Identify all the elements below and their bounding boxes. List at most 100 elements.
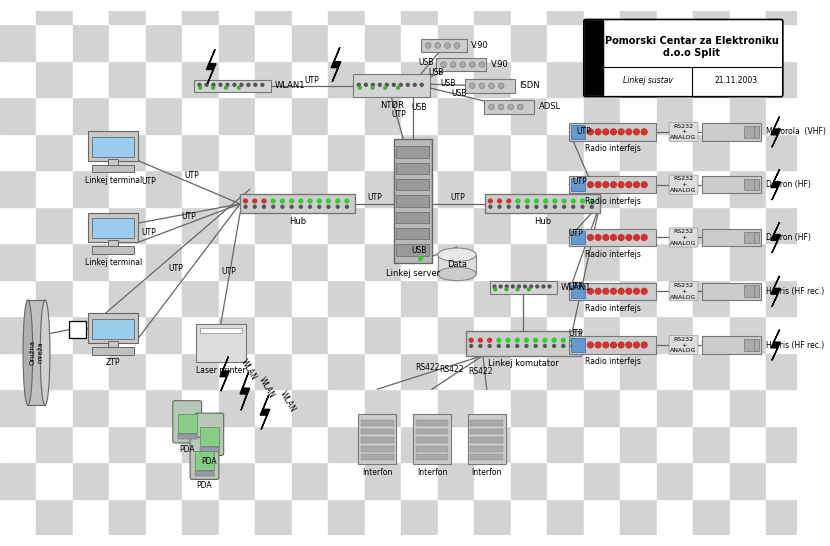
Bar bbox=[178, 414, 197, 434]
Bar bbox=[292, 426, 329, 462]
Bar bbox=[256, 0, 292, 25]
FancyBboxPatch shape bbox=[195, 413, 224, 455]
Circle shape bbox=[633, 342, 639, 348]
Circle shape bbox=[237, 86, 240, 89]
Circle shape bbox=[507, 205, 510, 208]
Bar bbox=[416, 446, 448, 452]
Bar bbox=[583, 353, 620, 389]
Bar bbox=[657, 353, 693, 389]
Bar bbox=[730, 462, 766, 498]
Bar bbox=[620, 25, 657, 61]
Text: RS422: RS422 bbox=[439, 365, 463, 375]
Bar bbox=[219, 25, 256, 61]
Text: RS422: RS422 bbox=[468, 367, 492, 376]
Bar bbox=[437, 389, 474, 426]
Bar bbox=[510, 61, 547, 97]
Text: UTP: UTP bbox=[367, 193, 382, 201]
Circle shape bbox=[493, 285, 496, 288]
Circle shape bbox=[460, 62, 466, 68]
Bar bbox=[730, 207, 766, 243]
Circle shape bbox=[327, 205, 330, 208]
Bar bbox=[401, 25, 437, 61]
Circle shape bbox=[642, 129, 647, 135]
Bar bbox=[146, 97, 183, 134]
Bar bbox=[256, 61, 292, 97]
Bar bbox=[0, 25, 37, 61]
Bar bbox=[0, 316, 37, 353]
Bar bbox=[110, 243, 146, 280]
Bar bbox=[194, 80, 271, 92]
Circle shape bbox=[581, 205, 584, 208]
Bar bbox=[620, 61, 657, 97]
Bar bbox=[73, 462, 110, 498]
Bar bbox=[146, 207, 183, 243]
Circle shape bbox=[633, 235, 639, 240]
Bar bbox=[365, 134, 401, 170]
Circle shape bbox=[425, 43, 431, 49]
Circle shape bbox=[261, 84, 264, 86]
Bar bbox=[766, 462, 803, 498]
Bar bbox=[547, 61, 583, 97]
Bar bbox=[0, 134, 37, 170]
Text: UTP: UTP bbox=[184, 170, 199, 180]
Bar bbox=[397, 195, 429, 207]
Polygon shape bbox=[240, 372, 250, 410]
Bar bbox=[401, 0, 437, 25]
Bar bbox=[219, 498, 256, 535]
Text: Harris (HF rec.): Harris (HF rec.) bbox=[766, 287, 824, 296]
Circle shape bbox=[552, 339, 556, 342]
Bar bbox=[219, 134, 256, 170]
Circle shape bbox=[516, 199, 520, 203]
Circle shape bbox=[488, 345, 491, 347]
Circle shape bbox=[553, 345, 555, 347]
Bar bbox=[766, 61, 803, 97]
Bar bbox=[437, 134, 474, 170]
Bar bbox=[569, 229, 656, 246]
Bar bbox=[510, 0, 547, 25]
Circle shape bbox=[553, 199, 557, 203]
Bar bbox=[183, 353, 219, 389]
Bar bbox=[620, 462, 657, 498]
Text: Linkej terminal: Linkej terminal bbox=[85, 176, 142, 185]
Text: Radio interfejs: Radio interfejs bbox=[584, 358, 641, 366]
Bar bbox=[361, 446, 393, 452]
Text: Radio interfejs: Radio interfejs bbox=[584, 197, 641, 206]
Bar bbox=[37, 134, 73, 170]
Bar bbox=[183, 134, 219, 170]
Circle shape bbox=[524, 285, 526, 288]
Bar bbox=[292, 170, 329, 207]
Bar bbox=[437, 0, 474, 25]
Polygon shape bbox=[771, 222, 780, 253]
Bar bbox=[571, 178, 584, 192]
Bar bbox=[583, 207, 620, 243]
Bar bbox=[754, 179, 759, 191]
Bar bbox=[803, 498, 830, 535]
Bar bbox=[401, 426, 437, 462]
Circle shape bbox=[281, 199, 285, 203]
Circle shape bbox=[536, 285, 539, 288]
Bar bbox=[397, 211, 429, 223]
Bar bbox=[510, 462, 547, 498]
Bar bbox=[88, 131, 139, 161]
Bar bbox=[365, 97, 401, 134]
Bar bbox=[583, 61, 620, 97]
Bar bbox=[471, 454, 503, 460]
Bar bbox=[401, 207, 437, 243]
Bar bbox=[571, 284, 584, 298]
Bar bbox=[256, 207, 292, 243]
Circle shape bbox=[618, 182, 624, 188]
Bar bbox=[730, 0, 766, 25]
Bar bbox=[73, 25, 110, 61]
Bar bbox=[766, 498, 803, 535]
Bar bbox=[730, 170, 766, 207]
Bar bbox=[547, 426, 583, 462]
Text: USB: USB bbox=[411, 103, 427, 112]
Bar bbox=[110, 0, 146, 25]
Text: RS232
+
ANALOG: RS232 + ANALOG bbox=[671, 337, 696, 353]
Circle shape bbox=[371, 86, 374, 89]
Circle shape bbox=[290, 205, 293, 208]
Bar bbox=[256, 97, 292, 134]
Circle shape bbox=[603, 235, 608, 240]
Bar bbox=[37, 25, 73, 61]
Bar bbox=[219, 0, 256, 25]
